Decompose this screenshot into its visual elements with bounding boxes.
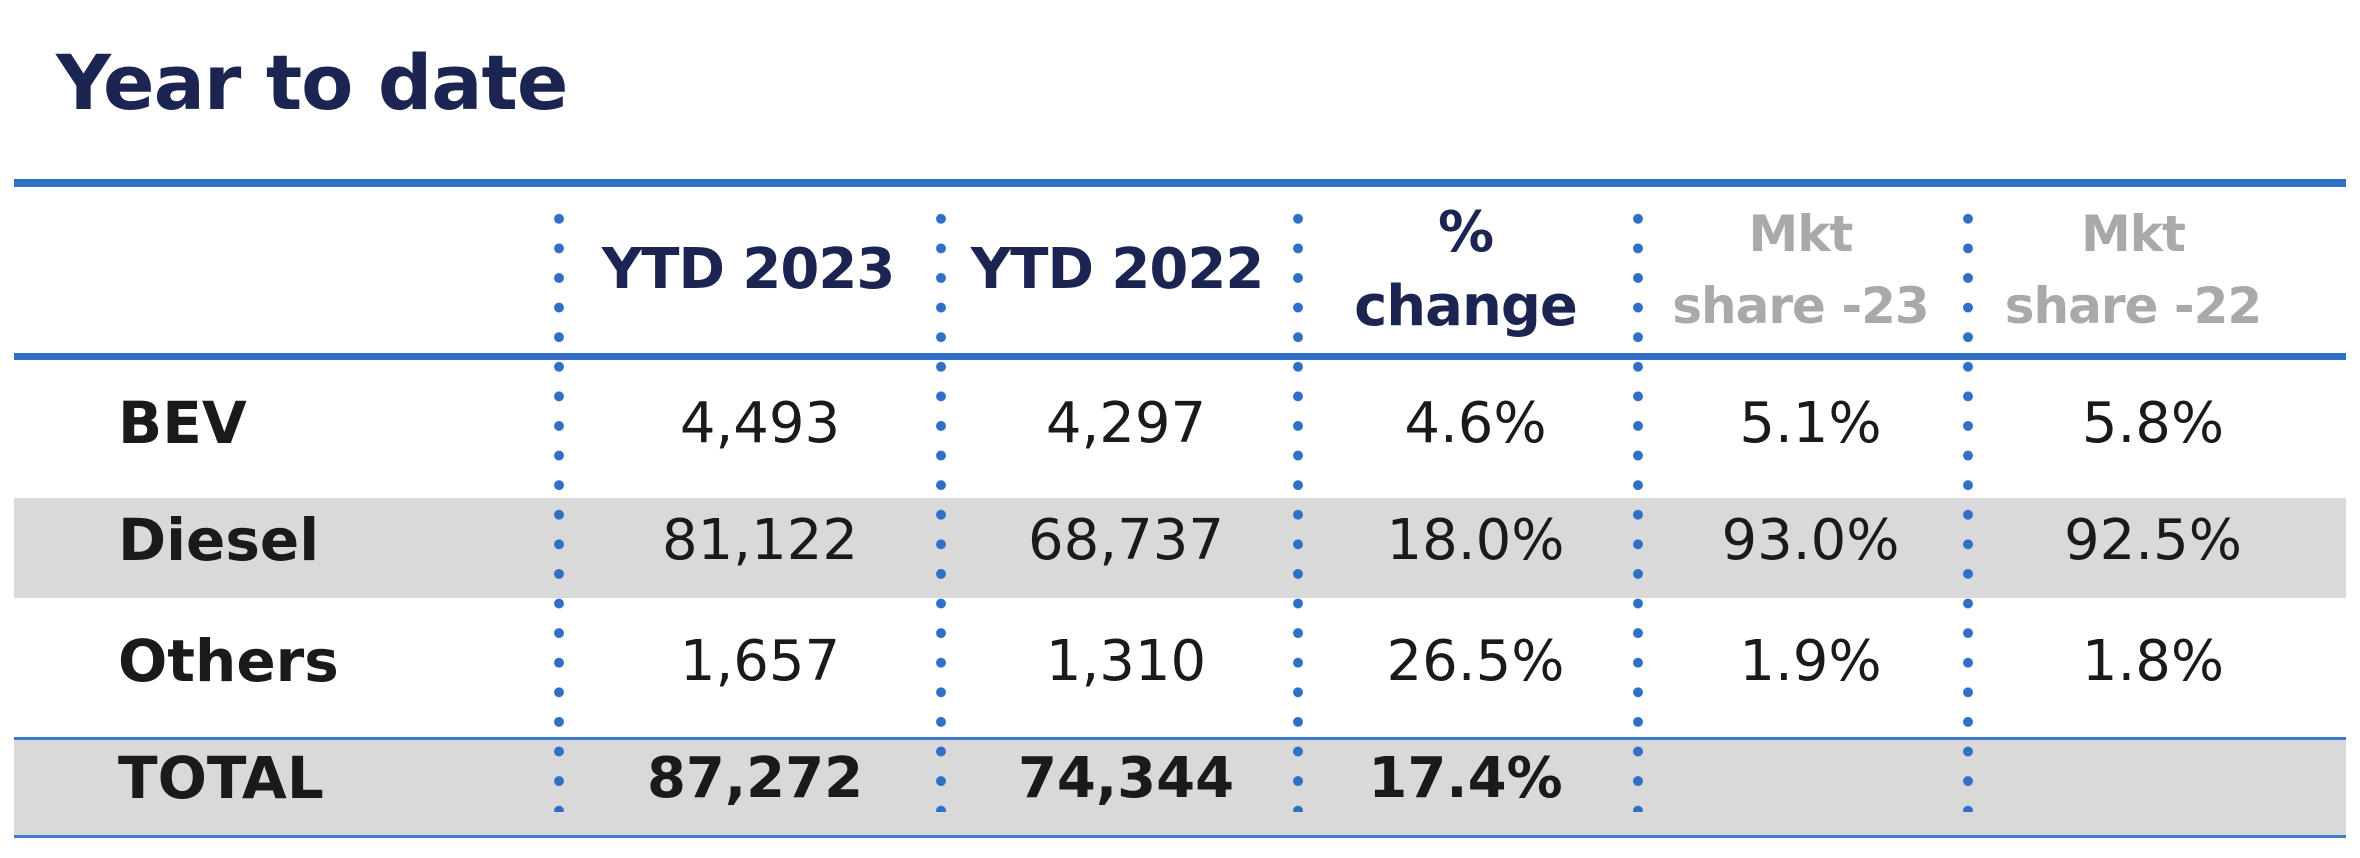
header-mkt-label: Mkt: [2081, 205, 2186, 263]
column-separator: [1963, 204, 1973, 812]
header-ytd-2023: YTD 2023: [601, 237, 896, 302]
cell-bev-ytd-2022: 4,297: [1045, 390, 1207, 456]
header-mkt-label: Mkt: [1748, 205, 1854, 263]
table-bottom-rule: [14, 835, 2346, 838]
column-separator: [1293, 204, 1303, 812]
row-band-total: [14, 740, 2346, 835]
cell-total-ytd-2023: 87,272: [646, 745, 864, 811]
cell-diesel-share-22: 92.5%: [2064, 507, 2242, 573]
header-pct-change: % change: [1303, 190, 1628, 350]
cell-others-ytd-2023: 1,657: [679, 628, 841, 694]
row-label-total: TOTAL: [118, 744, 324, 812]
row-label-bev: BEV: [118, 389, 247, 457]
total-top-rule: [14, 737, 2346, 740]
cell-bev-share-23: 5.1%: [1739, 390, 1882, 456]
header-share-22-label: share -22: [2004, 277, 2262, 335]
cell-others-share-23: 1.9%: [1739, 628, 1882, 694]
row-band-diesel: [14, 498, 2346, 598]
row-label-others: Others: [118, 627, 339, 695]
cell-others-ytd-2022: 1,310: [1045, 628, 1207, 694]
column-separator: [554, 204, 564, 812]
cell-diesel-ytd-2022: 68,737: [1028, 507, 1224, 573]
table-top-rule: [14, 179, 2346, 187]
page-title: Year to date: [56, 38, 568, 127]
header-pct-symbol: %: [1437, 200, 1494, 265]
cell-bev-share-22: 5.8%: [2081, 390, 2225, 456]
cell-bev-change: 4.6%: [1404, 390, 1547, 456]
cell-diesel-change: 18.0%: [1386, 507, 1565, 573]
cell-total-ytd-2022: 74,344: [1017, 745, 1235, 811]
header-change-label: change: [1354, 274, 1578, 339]
row-label-diesel: Diesel: [118, 506, 320, 574]
header-mkt-share-23: Mkt share -23: [1643, 190, 1958, 350]
header-mkt-share-22: Mkt share -22: [1973, 190, 2293, 350]
cell-others-change: 26.5%: [1386, 628, 1565, 694]
cell-total-change: 17.4%: [1368, 745, 1563, 811]
cell-diesel-share-23: 93.0%: [1721, 507, 1900, 573]
cell-diesel-ytd-2023: 81,122: [662, 507, 858, 573]
header-bottom-rule: [14, 353, 2346, 360]
header-share-23-label: share -23: [1672, 277, 1929, 335]
column-separator: [936, 204, 946, 812]
cell-bev-ytd-2023: 4,493: [679, 390, 841, 456]
column-separator: [1633, 204, 1643, 812]
header-ytd-2022: YTD 2022: [970, 237, 1265, 302]
cell-others-share-22: 1.8%: [2081, 628, 2225, 694]
